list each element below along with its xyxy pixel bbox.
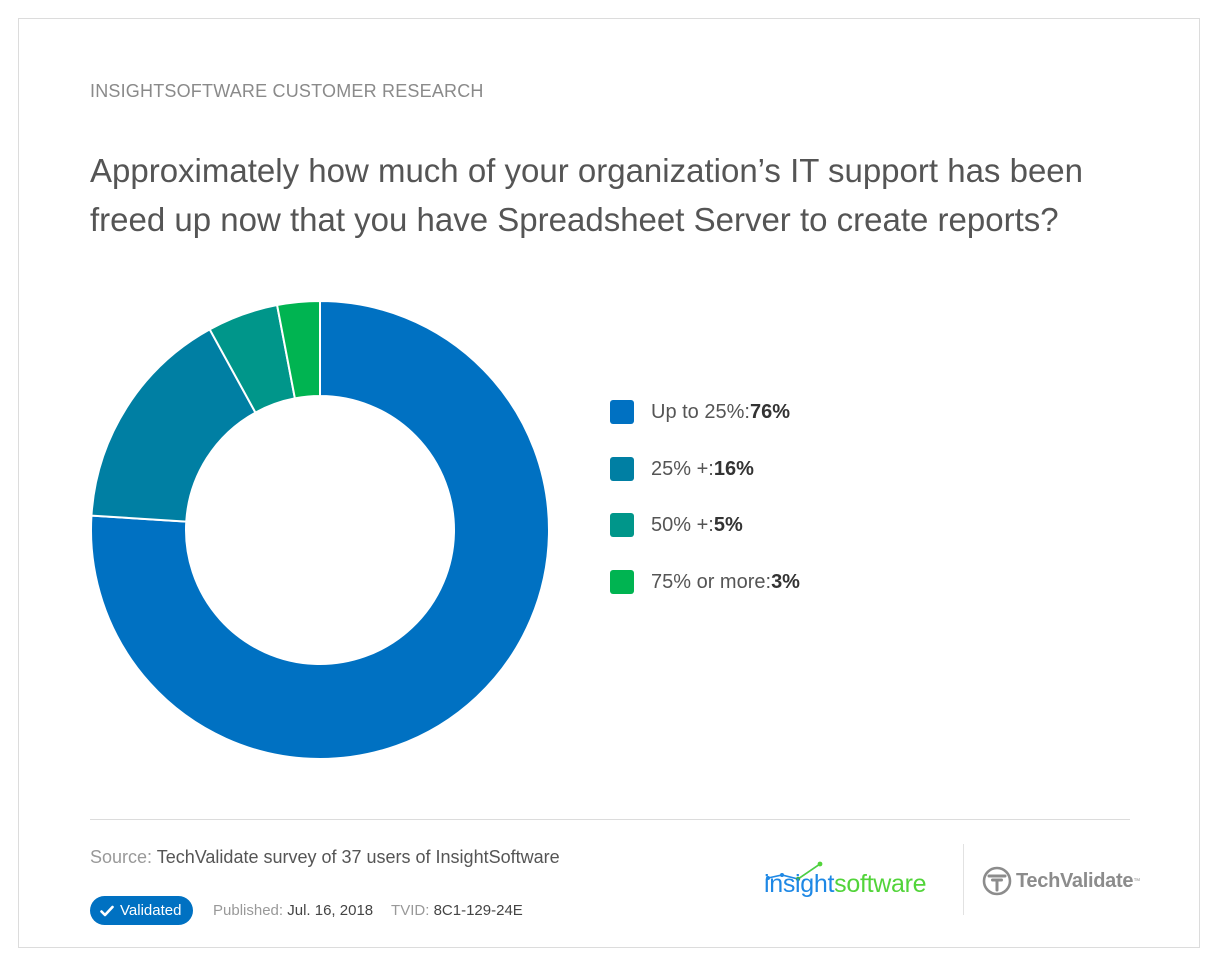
card-frame xyxy=(18,18,1200,948)
source-text: TechValidate survey of 37 users of Insig… xyxy=(156,847,560,867)
legend-value: 3% xyxy=(771,570,800,593)
publish-meta: Published: Jul. 16, 2018 TVID: 8C1-129-2… xyxy=(213,902,523,919)
tvid-label: TVID: xyxy=(391,902,430,919)
validated-badge[interactable]: Validated xyxy=(90,896,194,925)
legend-label: Up to 25%: xyxy=(651,400,750,423)
tvid-value: 8C1-129-24E xyxy=(433,902,523,919)
donut-segment xyxy=(90,300,550,760)
techvalidate-logo: TechValidate ™ xyxy=(982,866,1140,896)
badge-label: Validated xyxy=(120,902,182,919)
donut-segment xyxy=(275,300,321,400)
trademark-symbol: ™ xyxy=(1133,877,1141,885)
legend-value: 76% xyxy=(749,400,790,423)
checkmark-icon xyxy=(100,905,114,916)
legend-label: 75% or more: xyxy=(651,570,772,593)
insightsoftware-logo: insightsoftware xyxy=(764,856,949,906)
legend-label: 25% +: xyxy=(651,457,714,480)
legend-value: 16% xyxy=(713,457,754,480)
published-label: Published: xyxy=(213,902,284,919)
footer-divider xyxy=(90,819,1130,820)
source-line: Source: TechValidate survey of 37 users … xyxy=(90,847,560,868)
techvalidate-text: TechValidate xyxy=(1016,869,1134,892)
published-date: Jul. 16, 2018 xyxy=(287,902,374,919)
eyebrow-title: INSIGHTSOFTWARE CUSTOMER RESEARCH xyxy=(90,81,484,101)
trend-line-icon xyxy=(766,861,823,882)
donut-segment xyxy=(90,327,257,523)
logo-text-insight: insight xyxy=(764,870,835,898)
legend-swatch xyxy=(610,570,634,594)
logo-text-software: software xyxy=(834,870,927,898)
legend-swatch xyxy=(610,513,634,537)
legend-swatch xyxy=(610,457,634,481)
chart-legend: Up to 25%: 76% 25% +: 16% 50% +: 5% 75% … xyxy=(610,400,800,627)
legend-item-25-plus: 25% +: 16% xyxy=(610,457,800,481)
donut-chart xyxy=(90,300,550,760)
question-title: Approximately how much of your organizat… xyxy=(90,152,1083,238)
legend-item-75-or-more: 75% or more: 3% xyxy=(610,570,800,594)
legend-swatch xyxy=(610,400,634,424)
legend-label: 50% +: xyxy=(651,513,714,536)
techvalidate-icon xyxy=(982,866,1012,896)
logo-divider xyxy=(963,844,964,915)
legend-value: 5% xyxy=(713,513,743,536)
legend-item-up-to-25: Up to 25%: 76% xyxy=(610,400,800,424)
legend-item-50-plus: 50% +: 5% xyxy=(610,513,800,537)
source-label: Source: xyxy=(90,847,153,867)
